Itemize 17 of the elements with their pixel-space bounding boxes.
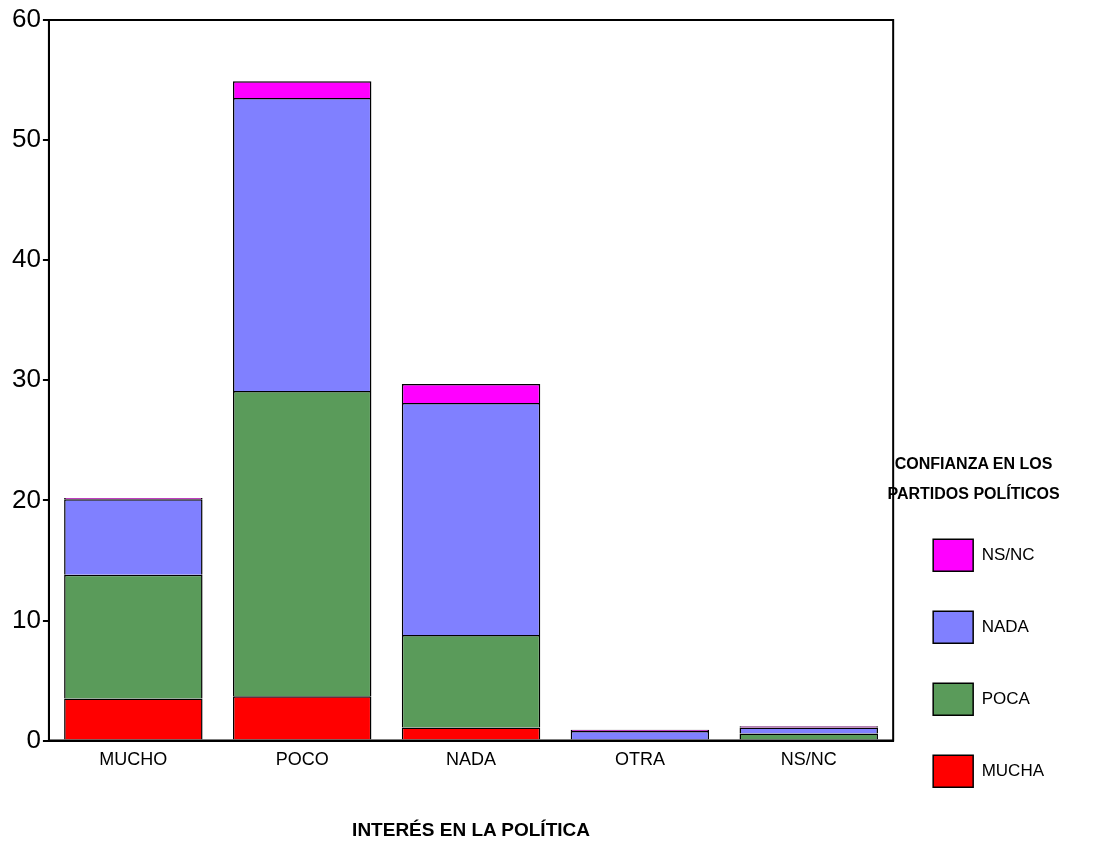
- y-tick-label: 0: [26, 723, 41, 754]
- x-tick-label: NADA: [446, 749, 497, 770]
- y-tick-label: 30: [12, 363, 41, 394]
- y-tick-label: 20: [12, 483, 41, 514]
- y-tick-label: 40: [12, 243, 41, 274]
- x-tick-label: MUCHO: [99, 749, 168, 770]
- y-tick-label: 50: [12, 123, 41, 154]
- x-axis-title: INTERÉS EN LA POLÍTICA: [352, 818, 591, 840]
- legend-label: NS/NC: [981, 544, 1035, 564]
- x-tick-label: NS/NC: [780, 749, 837, 770]
- x-tick-label: POCO: [275, 749, 329, 770]
- legend-label: POCA: [981, 688, 1031, 708]
- y-tick-label: 10: [12, 603, 41, 634]
- legend-label: MUCHA: [981, 760, 1045, 780]
- y-tick-label: 60: [12, 3, 41, 34]
- legend-label: NADA: [981, 616, 1030, 636]
- x-tick-label: OTRA: [614, 749, 665, 770]
